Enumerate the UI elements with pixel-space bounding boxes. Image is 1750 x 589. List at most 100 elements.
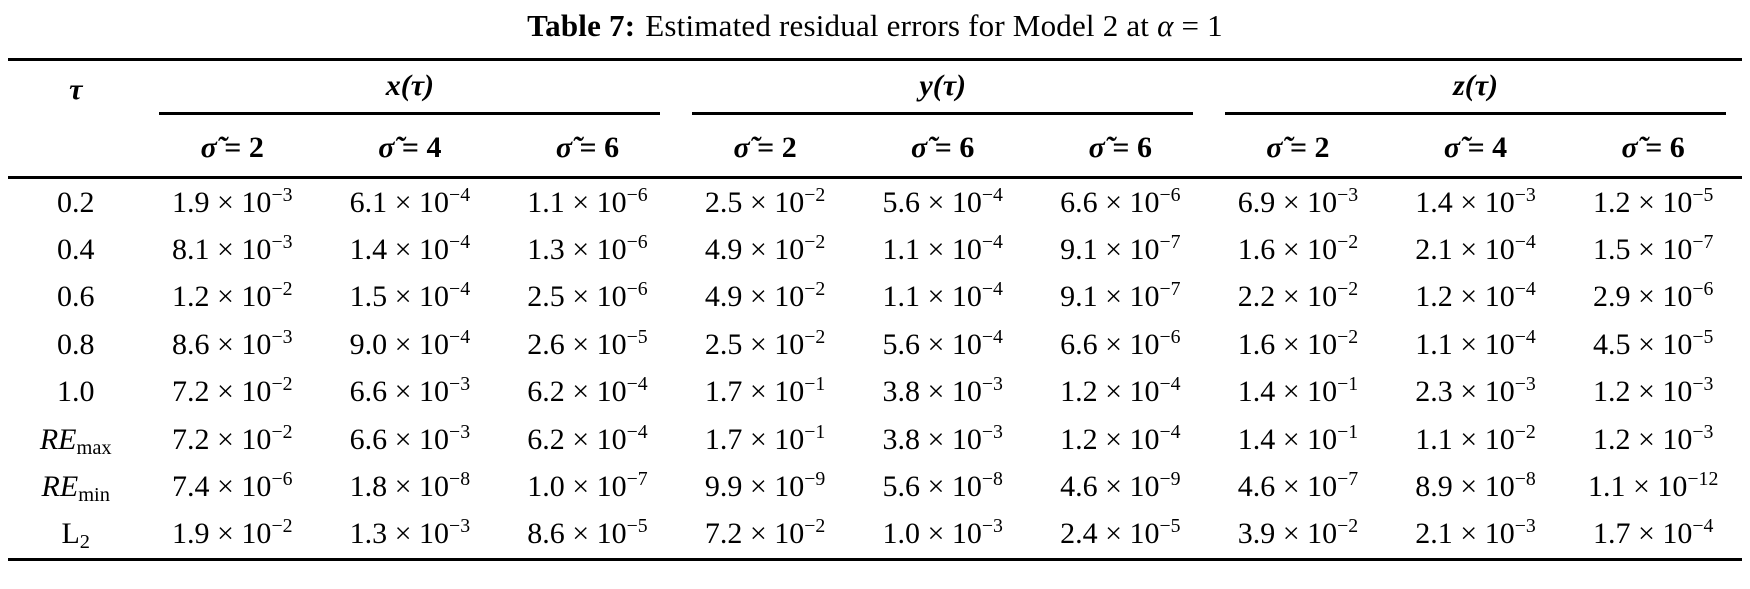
table-row: REmax 7.2 × 10−2 6.6 × 10−3 6.2 × 10−4 1.7 ×… (8, 416, 1742, 463)
subheader-x-sigma6: σ̃ = 6 (555, 130, 620, 164)
residual-errors-table: τ x(τ) y(τ) z(τ) σ̃ = 2 σ̃ = 4 σ̃ = 6 σ̃… (8, 58, 1742, 562)
subheader-x-sigma2: σ̃ = 2 (200, 130, 264, 164)
table-row: 0.2 1.9 × 10−3 6.1 × 10−4 1.1 × 10−6 2.5 × 1… (8, 178, 1742, 227)
alpha-symbol: α (1157, 8, 1174, 43)
subheader-row: σ̃ = 2 σ̃ = 4 σ̃ = 6 σ̃ = 2 σ̃ = 6 σ̃ = … (8, 119, 1742, 178)
table-row: REmin 7.4 × 10−6 1.8 × 10−8 1.0 × 10−7 9.9 ×… (8, 463, 1742, 510)
value-cell: 5.6 × 10−4 (882, 183, 1003, 219)
alpha-value: = 1 (1181, 8, 1223, 43)
caption-text: Estimated residual errors for Model 2 at (645, 8, 1150, 43)
value-cell: 2.5 × 10−2 (704, 183, 826, 219)
value-cell: 1.6 × 10−2 (1237, 325, 1359, 361)
value-cell: 9.9 × 10−9 (704, 468, 826, 504)
value-cell: 1.2 × 10−5 (1592, 183, 1714, 219)
group-label-x: x(τ) (159, 61, 661, 115)
group-label-y: y(τ) (692, 61, 1194, 115)
group-label-z: z(τ) (1225, 61, 1726, 115)
value-cell: 1.0 × 10−7 (527, 468, 648, 504)
value-cell: 2.1 × 10−4 (1415, 231, 1536, 267)
value-cell: 5.6 × 10−8 (882, 468, 1003, 504)
table-row: 0.4 8.1 × 10−3 1.4 × 10−4 1.3 × 10−6 4.9 × 1… (8, 226, 1742, 273)
subheader-x-sigma4: σ̃ = 4 (378, 130, 442, 164)
value-cell: 8.1 × 10−3 (172, 231, 293, 267)
table-row: 0.8 8.6 × 10−3 9.0 × 10−4 2.6 × 10−5 2.5 × 1… (8, 321, 1742, 368)
value-cell: 1.7 × 10−1 (704, 420, 826, 456)
value-cell: 1.2 × 10−4 (1415, 278, 1536, 314)
value-cell: 6.6 × 10−6 (1060, 325, 1181, 361)
value-cell: 1.4 × 10−1 (1237, 420, 1359, 456)
caption-number: Table 7: (527, 8, 636, 43)
value-cell: 6.9 × 10−3 (1237, 183, 1359, 219)
value-cell: 8.9 × 10−8 (1415, 468, 1536, 504)
value-cell: 1.3 × 10−3 (349, 515, 471, 551)
table-row: 1.0 7.2 × 10−2 6.6 × 10−3 6.2 × 10−4 1.7 × 1… (8, 369, 1742, 416)
value-cell: 4.5 × 10−5 (1592, 325, 1714, 361)
subheader-y-sigma6b: σ̃ = 6 (1088, 130, 1152, 164)
value-cell: 1.4 × 10−3 (1415, 183, 1536, 219)
value-cell: 7.4 × 10−6 (172, 468, 293, 504)
value-cell: 1.7 × 10−4 (1592, 515, 1714, 551)
value-cell: 6.6 × 10−3 (349, 373, 471, 409)
subheader-z-sigma2: σ̃ = 2 (1266, 130, 1330, 164)
value-cell: 1.6 × 10−2 (1237, 231, 1359, 267)
value-cell: 1.2 × 10−3 (1592, 420, 1714, 456)
value-cell: 6.6 × 10−3 (349, 420, 471, 456)
value-cell: 2.2 × 10−2 (1237, 278, 1359, 314)
value-cell: 5.6 × 10−4 (882, 325, 1003, 361)
value-cell: 1.2 × 10−3 (1592, 373, 1714, 409)
row-label: REmin (41, 470, 110, 507)
table-caption: Table 7: Estimated residual errors for Mo… (8, 8, 1742, 44)
value-cell: 1.1 × 10−4 (882, 231, 1003, 267)
value-cell: 1.5 × 10−7 (1592, 231, 1714, 267)
subheader-z-sigma4: σ̃ = 4 (1443, 130, 1508, 164)
row-label: 1.0 (56, 375, 95, 409)
value-cell: 3.9 × 10−2 (1237, 515, 1359, 551)
value-cell: 4.6 × 10−7 (1237, 468, 1359, 504)
value-cell: 1.1 × 10−2 (1415, 420, 1536, 456)
value-cell: 1.4 × 10−4 (349, 231, 471, 267)
value-cell: 1.9 × 10−3 (172, 183, 293, 219)
value-cell: 4.9 × 10−2 (704, 278, 826, 314)
subheader-z-sigma6: σ̃ = 6 (1621, 130, 1685, 164)
table-body: 0.2 1.9 × 10−3 6.1 × 10−4 1.1 × 10−6 2.5 × 1… (8, 178, 1742, 560)
row-label: L2 (61, 517, 90, 554)
value-cell: 2.3 × 10−3 (1415, 373, 1536, 409)
group-header-z: z(τ) (1209, 60, 1742, 120)
table-row: L2 1.9 × 10−2 1.3 × 10−3 8.6 × 10−5 7.2 × 10… (8, 511, 1742, 560)
value-cell: 1.1 × 10−6 (527, 183, 648, 219)
value-cell: 1.5 × 10−4 (349, 278, 471, 314)
value-cell: 2.1 × 10−3 (1415, 515, 1536, 551)
value-cell: 6.1 × 10−4 (349, 183, 471, 219)
value-cell: 1.1 × 10−12 (1587, 468, 1719, 504)
document-page: Table 7: Estimated residual errors for Mo… (0, 8, 1750, 562)
value-cell: 4.9 × 10−2 (704, 231, 826, 267)
value-cell: 1.0 × 10−3 (882, 515, 1003, 551)
value-cell: 3.8 × 10−3 (882, 373, 1003, 409)
row-label: 0.8 (56, 327, 95, 361)
value-cell: 1.8 × 10−8 (349, 468, 471, 504)
value-cell: 1.2 × 10−2 (172, 278, 293, 314)
value-cell: 2.5 × 10−6 (527, 278, 648, 314)
value-cell: 1.1 × 10−4 (1415, 325, 1536, 361)
value-cell: 4.6 × 10−9 (1060, 468, 1181, 504)
value-cell: 9.1 × 10−7 (1060, 278, 1181, 314)
value-cell: 3.8 × 10−3 (882, 420, 1003, 456)
value-cell: 1.3 × 10−6 (527, 231, 648, 267)
value-cell: 1.7 × 10−1 (704, 373, 826, 409)
value-cell: 7.2 × 10−2 (172, 420, 293, 456)
value-cell: 2.9 × 10−6 (1592, 278, 1714, 314)
value-cell: 8.6 × 10−3 (172, 325, 293, 361)
value-cell: 6.6 × 10−6 (1060, 183, 1181, 219)
subheader-y-sigma2: σ̃ = 2 (733, 130, 797, 164)
tau-column-header: τ (69, 73, 83, 106)
value-cell: 1.9 × 10−2 (172, 515, 293, 551)
value-cell: 1.2 × 10−4 (1060, 420, 1181, 456)
value-cell: 1.2 × 10−4 (1060, 373, 1181, 409)
value-cell: 6.2 × 10−4 (527, 420, 648, 456)
value-cell: 7.2 × 10−2 (172, 373, 293, 409)
value-cell: 1.4 × 10−1 (1237, 373, 1359, 409)
value-cell: 8.6 × 10−5 (527, 515, 648, 551)
value-cell: 2.5 × 10−2 (704, 325, 826, 361)
value-cell: 6.2 × 10−4 (527, 373, 648, 409)
row-label: 0.2 (56, 185, 95, 219)
